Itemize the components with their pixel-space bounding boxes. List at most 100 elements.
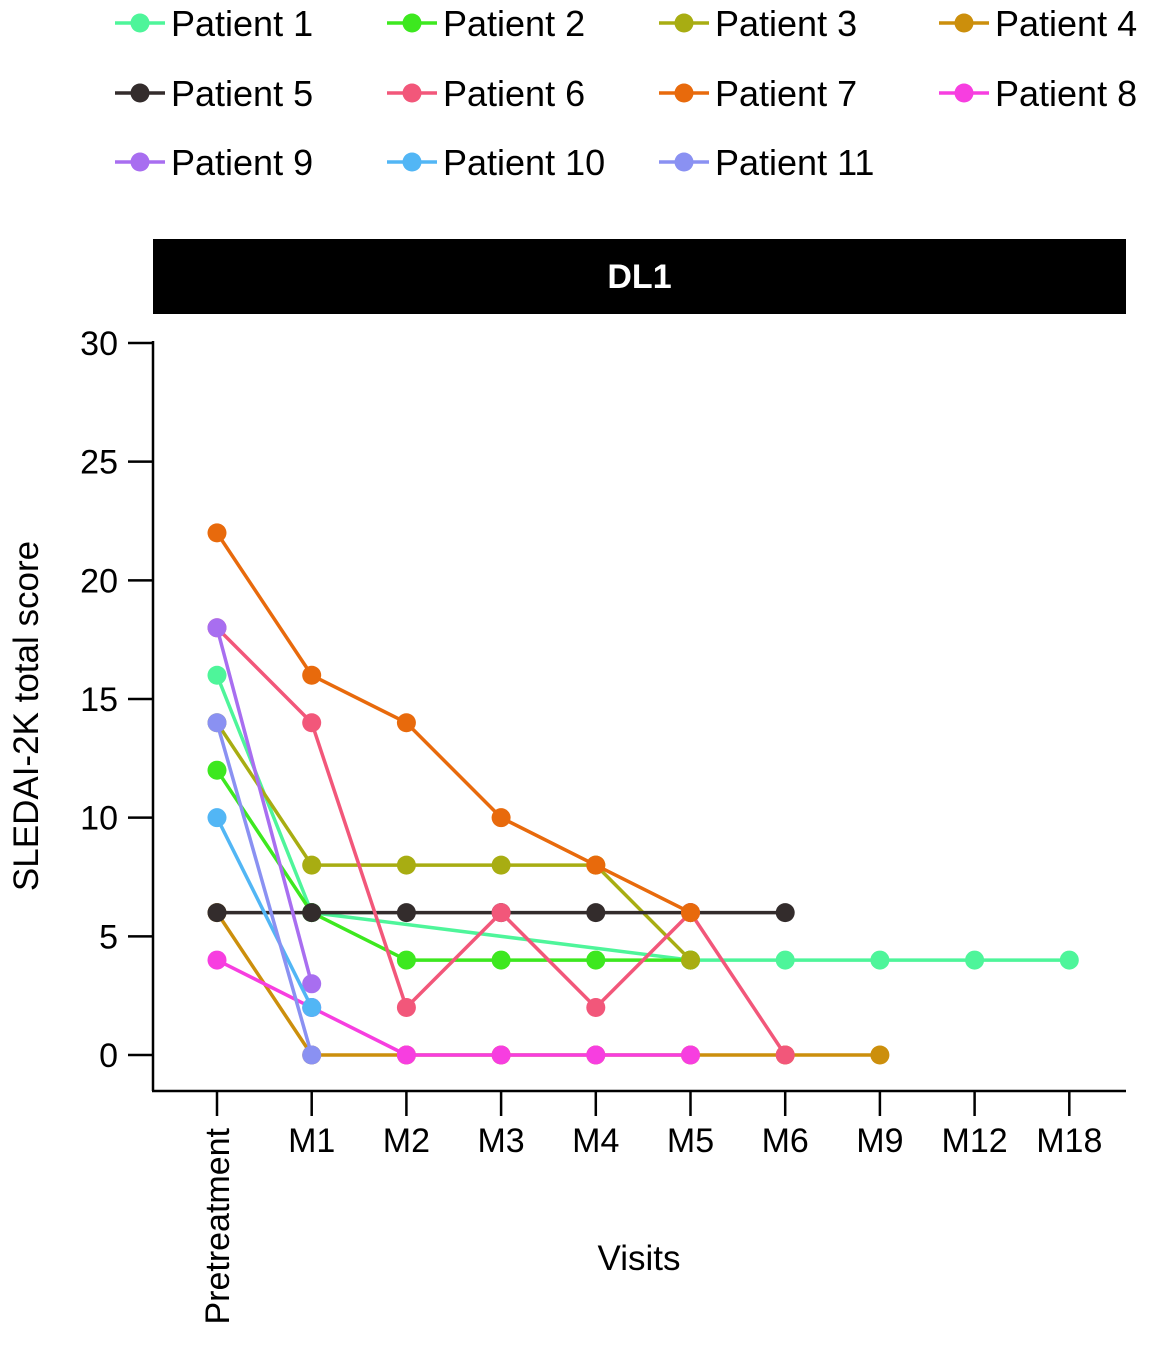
data-point [586,998,606,1018]
data-point [302,855,322,875]
legend-swatch-dot [130,83,150,103]
y-tick-label: 20 [80,562,118,600]
legend-label: Patient 3 [715,3,857,44]
x-tick-label: M3 [477,1122,524,1160]
data-point [396,950,416,970]
x-tick-label: M2 [383,1122,430,1160]
series-11 [207,713,322,1065]
y-tick-label: 15 [80,681,118,719]
y-tick-label: 25 [80,444,118,482]
legend-swatch-dot [954,13,974,33]
legend-label: Patient 8 [995,73,1137,114]
legend-swatch-dot [402,83,422,103]
x-tick-label: M4 [572,1122,619,1160]
legend-label: Patient 2 [443,3,585,44]
legend-swatch-dot [402,13,422,33]
legend-label: Patient 7 [715,73,857,114]
data-point [302,903,322,923]
data-point [681,903,700,923]
legend-swatch-dot [674,83,694,103]
data-point [302,665,322,685]
legend-swatch-dot [674,152,694,172]
series-line [215,531,692,915]
data-point [775,950,795,970]
legend-swatch-dot [130,13,150,33]
data-point [586,903,606,923]
data-point [396,713,416,733]
data-point [302,974,322,994]
data-point [586,855,606,875]
data-point [681,1045,700,1065]
y-axis-title: SLEDAI-2K total score [7,541,46,891]
data-point [207,760,227,780]
series-line [215,627,314,985]
data-point [586,950,606,970]
data-point [491,808,511,828]
legend-label: Patient 6 [443,73,585,114]
legend-label: Patient 9 [171,142,313,183]
legend-item: Patient 4 [939,3,1137,44]
data-point [396,855,416,875]
data-point [965,950,985,970]
data-point [681,950,700,970]
data-point [207,713,227,733]
legend-item: Patient 7 [659,73,857,114]
legend-item: Patient 3 [659,3,857,44]
data-point [207,618,227,638]
legend-swatch-dot [674,13,694,33]
x-ticks: Pretreatment M1 M2 M3 M4 M5 M6 M9 M12 M18 [199,1091,1102,1325]
legend: Patient 1 Patient 2 Patient 3 Patient 4 Pati… [115,3,1137,183]
panel-strip [153,239,1126,314]
legend-item: Patient 8 [939,73,1137,114]
legend-swatch-dot [954,83,974,103]
y-ticks: 0 5 10 15 20 25 30 [80,325,153,1075]
legend-label: Patient 10 [443,142,605,183]
series-7 [207,523,700,923]
data-point [586,1045,606,1065]
data-point [302,1045,322,1065]
data-point [207,950,227,970]
series-9 [207,618,322,994]
series-line [215,816,314,1009]
data-point [396,998,416,1018]
data-point [870,950,890,970]
data-point [302,713,322,733]
x-tick-label: Pretreatment [199,1127,237,1324]
y-tick-label: 10 [80,800,118,838]
data-point [1059,950,1079,970]
data-point [207,808,227,828]
x-tick-label: M1 [288,1122,335,1160]
x-tick-label: M5 [667,1122,714,1160]
y-tick-label: 5 [99,918,118,956]
data-point [491,950,511,970]
panel-title: DL1 [607,258,671,296]
legend-label: Patient 11 [715,142,874,183]
x-axis-title: Visits [598,1239,681,1278]
legend-swatch-dot [130,152,150,172]
data-point [302,998,322,1018]
data-point [396,1045,416,1065]
data-point [207,665,227,685]
legend-label: Patient 1 [171,3,313,44]
legend-item: Patient 1 [115,3,313,44]
legend-label: Patient 4 [995,3,1137,44]
legend-item: Patient 2 [387,3,585,44]
series-line [215,722,314,1056]
data-point [207,523,227,543]
data-point [491,1045,511,1065]
series-line [215,721,692,962]
data-point [491,855,511,875]
data-point [775,903,795,923]
x-tick-label: M12 [942,1122,1008,1160]
x-tick-label: M6 [762,1122,809,1160]
series-10 [207,808,322,1018]
legend-item: Patient 6 [387,73,585,114]
legend-item: Patient 5 [115,73,313,114]
series-lines [207,523,1079,1065]
x-tick-label: M9 [856,1122,903,1160]
legend-label: Patient 5 [171,73,313,114]
legend-item: Patient 9 [115,142,313,183]
x-tick-label: M18 [1036,1122,1102,1160]
legend-item: Patient 11 [659,142,874,183]
